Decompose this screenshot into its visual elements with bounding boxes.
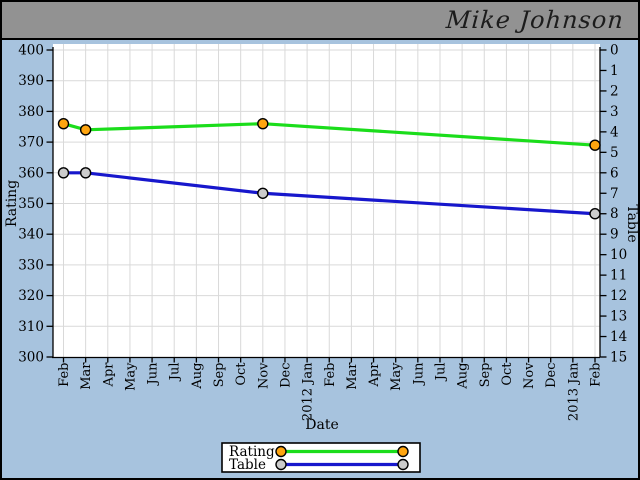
svg-text:Apr: Apr (367, 362, 382, 388)
svg-text:Table: Table (624, 204, 638, 242)
svg-text:2: 2 (610, 83, 619, 99)
svg-text:Dec: Dec (544, 363, 559, 388)
svg-text:13: 13 (610, 309, 627, 325)
svg-text:11: 11 (610, 268, 627, 284)
svg-text:2012 Jan: 2012 Jan (301, 362, 316, 421)
svg-text:370: 370 (18, 135, 44, 151)
svg-text:Mar: Mar (79, 362, 94, 390)
legend-label-table: Table (229, 457, 266, 473)
data-point-table (79, 167, 92, 179)
svg-text:Apr: Apr (101, 362, 116, 388)
svg-text:300: 300 (18, 350, 44, 366)
data-point-table (589, 208, 601, 220)
svg-text:Nov: Nov (256, 362, 271, 389)
data-point-rating (257, 117, 269, 130)
svg-text:0: 0 (610, 43, 619, 59)
svg-text:Nov: Nov (522, 362, 537, 389)
svg-text:380: 380 (18, 104, 44, 120)
svg-text:14: 14 (610, 329, 627, 345)
svg-text:310: 310 (18, 319, 44, 335)
data-point-rating (57, 117, 70, 130)
svg-text:Jun: Jun (146, 362, 161, 387)
data-point-table (57, 167, 70, 179)
header-bar: Mike Johnson (2, 2, 638, 40)
svg-text:12: 12 (610, 288, 627, 304)
svg-text:3: 3 (610, 104, 619, 120)
svg-text:Jul: Jul (168, 363, 183, 383)
svg-text:May: May (123, 362, 138, 391)
svg-text:Feb: Feb (323, 363, 338, 387)
svg-text:Aug: Aug (190, 363, 205, 390)
svg-text:320: 320 (18, 288, 44, 304)
svg-text:350: 350 (18, 196, 44, 212)
svg-text:Oct: Oct (500, 362, 515, 386)
svg-text:Sep: Sep (212, 363, 227, 388)
svg-text:7: 7 (610, 186, 619, 202)
svg-text:15: 15 (610, 350, 627, 366)
svg-text:Mar: Mar (345, 362, 360, 390)
svg-text:9: 9 (610, 227, 619, 243)
rating-table-chart: 4003903803703603503403303203103000123456… (4, 43, 638, 474)
data-point-rating (79, 124, 92, 136)
svg-text:Aug: Aug (456, 363, 471, 390)
legend-label-rating: Rating (229, 444, 275, 460)
svg-text:May: May (389, 362, 404, 391)
data-point-table (257, 187, 269, 199)
svg-text:Feb: Feb (589, 363, 604, 387)
svg-text:400: 400 (18, 43, 44, 59)
svg-text:8: 8 (610, 206, 619, 222)
legend-box (221, 442, 421, 473)
svg-text:Date: Date (305, 417, 338, 433)
svg-text:6: 6 (610, 165, 619, 181)
series-line-rating (61, 122, 597, 147)
svg-text:2013 Jan: 2013 Jan (566, 362, 581, 421)
chart-panel: 400 390 380 370 360 350 340 330 320 310 300 0 1 2 3 4 5 6… (2, 40, 638, 478)
svg-text:Jul: Jul (433, 363, 448, 383)
svg-text:Sep: Sep (478, 363, 493, 388)
svg-text:5: 5 (610, 145, 619, 161)
svg-text:Rating: Rating (4, 180, 20, 227)
svg-text:Dec: Dec (278, 363, 293, 388)
svg-text:Jun: Jun (411, 362, 426, 387)
svg-text:Oct: Oct (234, 362, 249, 386)
plot-area (53, 44, 600, 358)
user-name-label: Mike Johnson (445, 6, 625, 34)
svg-text:Feb: Feb (57, 363, 72, 387)
svg-text:1: 1 (610, 63, 619, 79)
svg-text:340: 340 (18, 227, 44, 243)
svg-text:330: 330 (18, 257, 44, 273)
svg-text:360: 360 (18, 165, 44, 181)
svg-text:4: 4 (610, 124, 619, 140)
series-line-table (61, 171, 597, 216)
svg-text:10: 10 (610, 247, 627, 263)
data-point-rating (589, 139, 601, 151)
svg-text:390: 390 (18, 73, 44, 89)
